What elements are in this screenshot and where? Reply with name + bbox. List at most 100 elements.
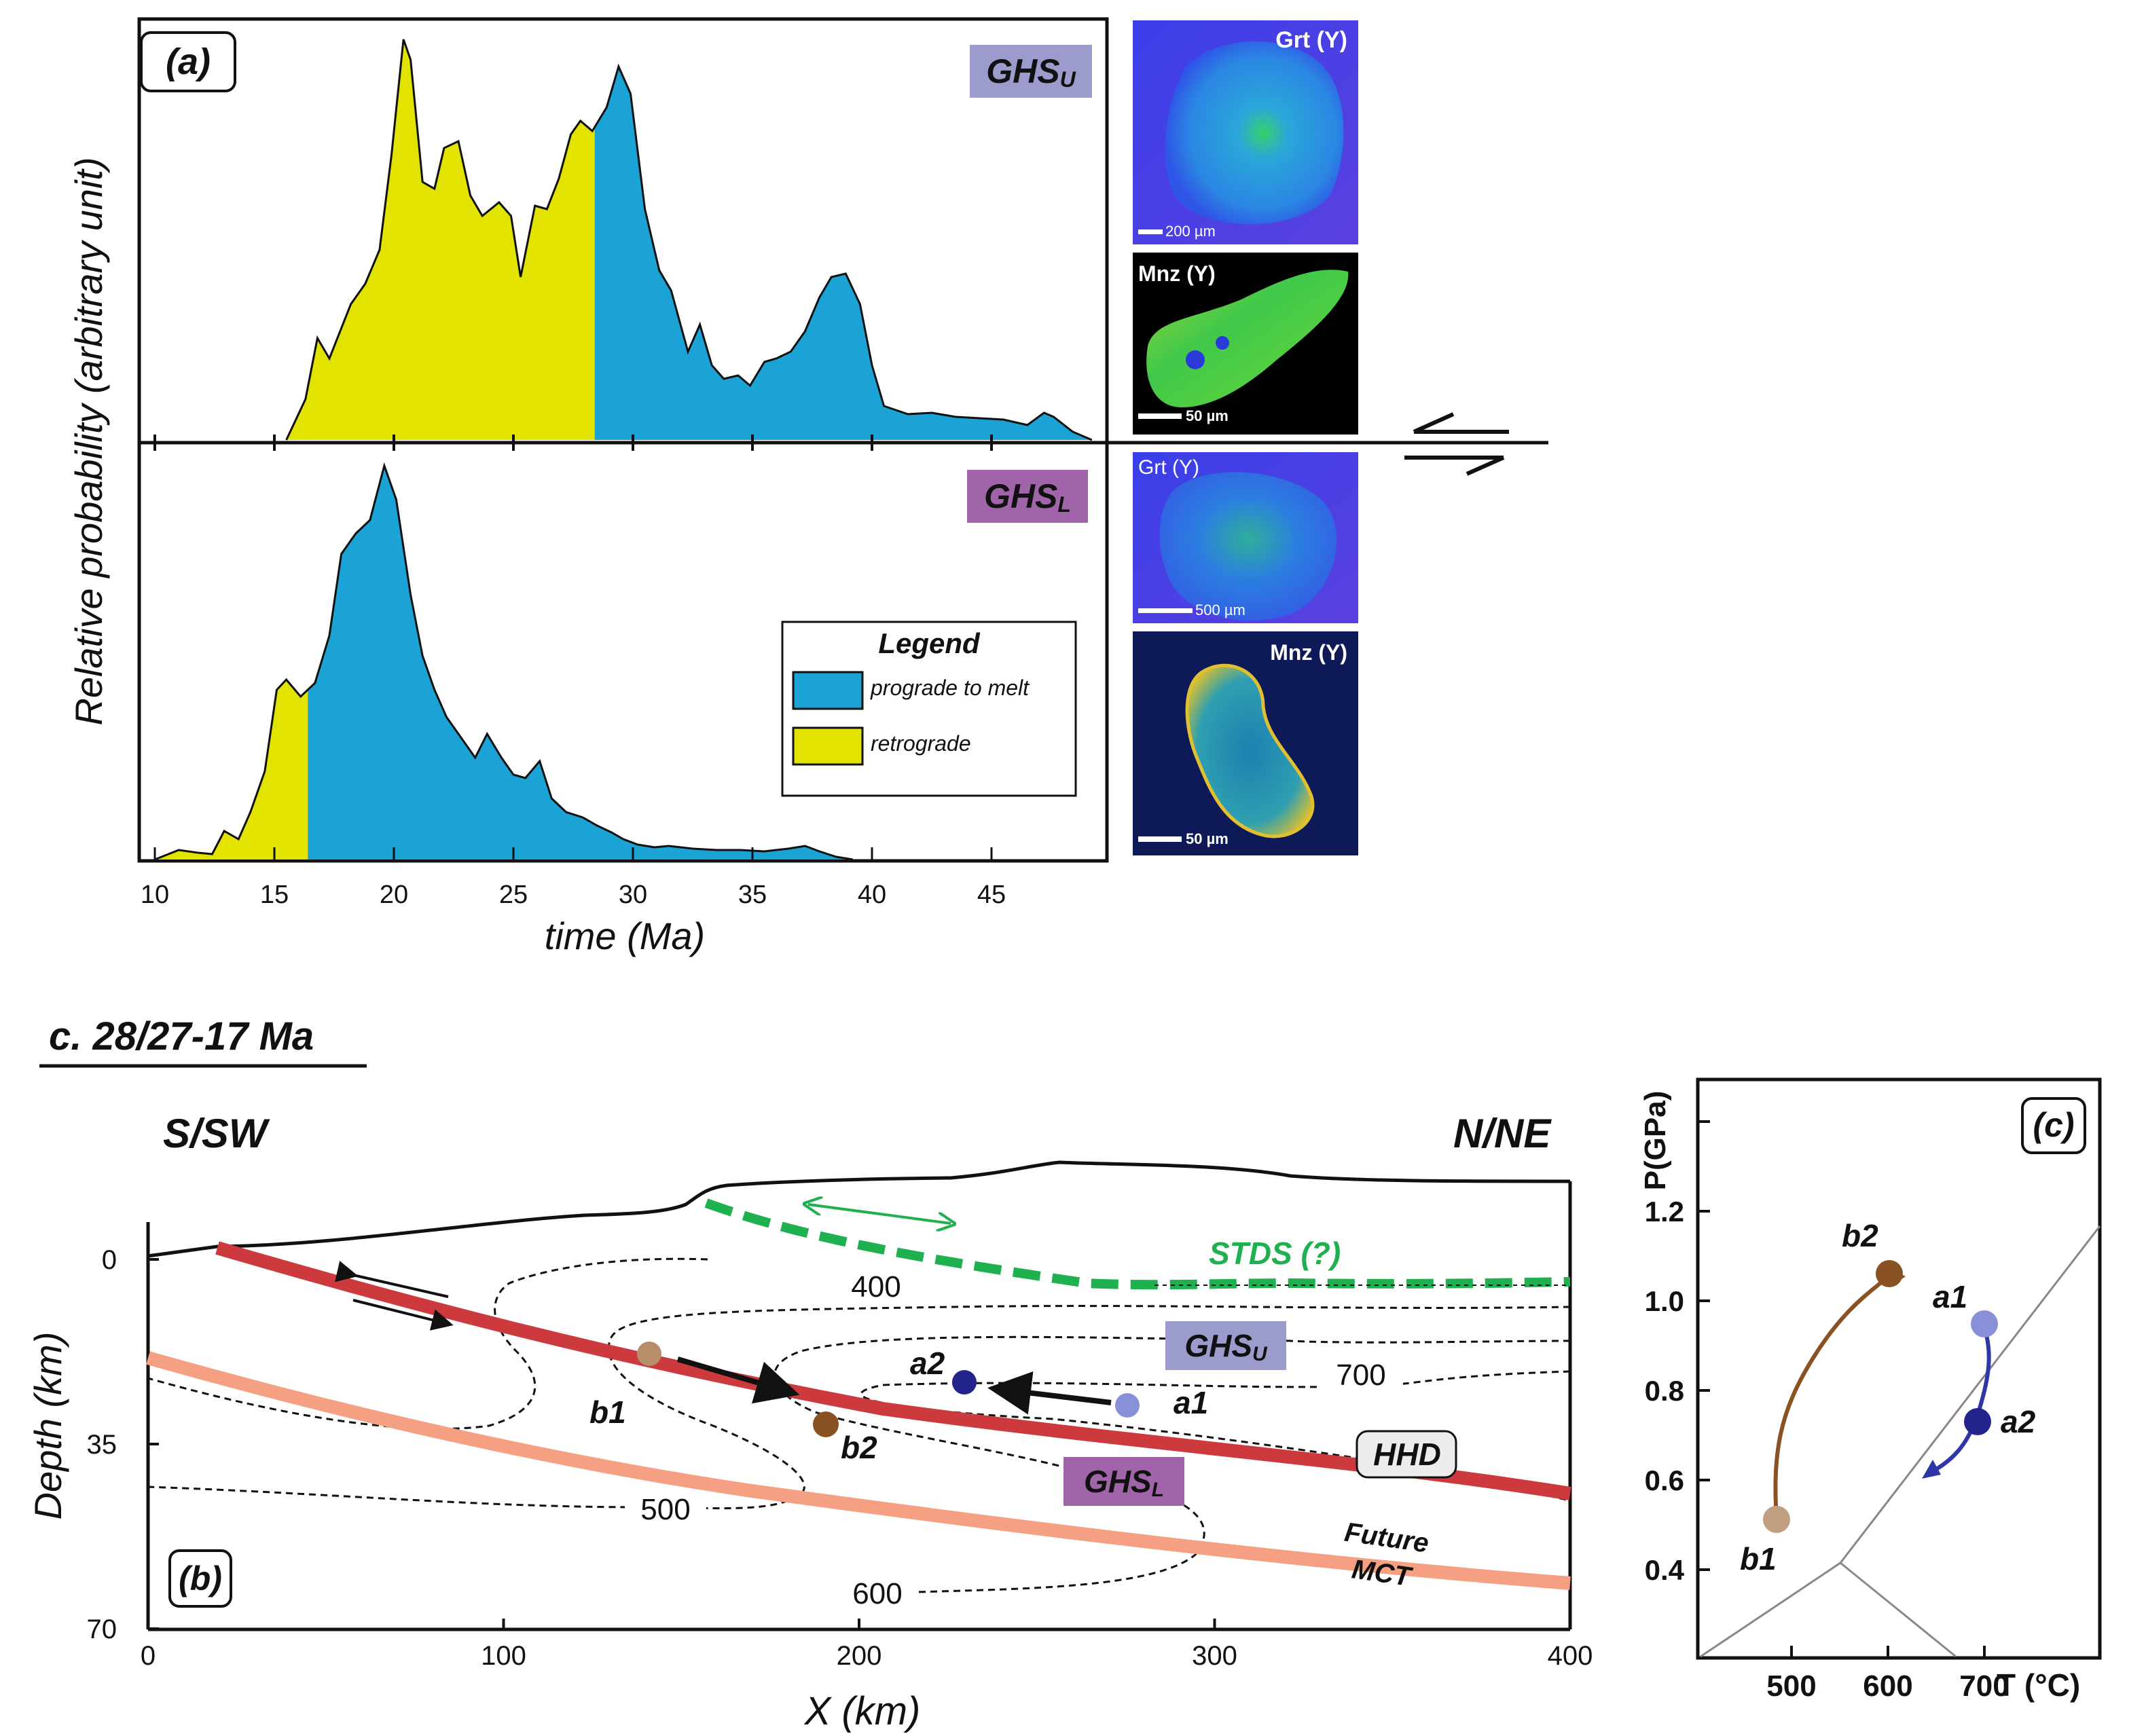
panel-b-tag: (b) — [179, 1559, 222, 1598]
scale-bar — [1138, 413, 1182, 419]
garnet-grain — [1159, 472, 1337, 621]
y-tick-label: 35 — [87, 1430, 117, 1460]
ghsu-badge-box — [970, 45, 1092, 98]
x-tick-label: 20 — [380, 881, 408, 909]
ghsu-badge-text: GHSU — [1184, 1328, 1268, 1365]
pt-label-b1: b1 — [1740, 1541, 1777, 1576]
panel-b-tag-box — [168, 1549, 232, 1608]
pt-y-tick-label: 0.6 — [1645, 1464, 1684, 1496]
phase-boundary-ky-sil — [1839, 1225, 2101, 1564]
ghsl-badge-text: GHSL — [984, 477, 1071, 517]
scale-label: 200 µm — [1165, 223, 1216, 240]
ghsu-badge-upper: GHSU — [970, 45, 1092, 98]
panel-c: 500 600 700 0.4 0.6 0.8 1.0 1.2 b1 b2 a1 a2 (c)… — [1639, 1077, 2102, 1703]
legend-title: Legend — [878, 627, 981, 659]
point-b2 — [813, 1411, 839, 1437]
panel-b-y-axis-label: Depth (km) — [26, 1332, 69, 1520]
hhd-label-box — [1356, 1430, 1457, 1479]
x-tick-label: 30 — [619, 881, 647, 909]
phase-boundary-ky-and — [1700, 1562, 1841, 1658]
pt-point-a2 — [1964, 1408, 1991, 1435]
a1-to-a2-arrow — [987, 1371, 1112, 1415]
panel-c-ticks: 500 600 700 0.4 0.6 0.8 1.0 1.2 — [1645, 1120, 2009, 1703]
panel-a: 10 15 20 25 30 35 40 45 (a) GHSU GHSL Legend pr… — [67, 17, 1548, 957]
panel-c-frame — [1696, 1077, 2102, 1660]
a-path-arrowhead — [1922, 1460, 1941, 1479]
mct-label-line1: Future — [1343, 1517, 1430, 1559]
label-b1: b1 — [589, 1395, 626, 1430]
element-map-grt-upper: Grt (Y) 200 µm — [1133, 20, 1358, 244]
pt-label-a1: a1 — [1933, 1279, 1967, 1314]
pt-point-b1 — [1763, 1506, 1790, 1533]
isotherm-600-label-bg — [837, 1574, 918, 1612]
upper-distribution — [285, 39, 1093, 441]
x-tick-label: 200 — [837, 1641, 882, 1671]
stds-label: STDS (?) — [1209, 1236, 1341, 1271]
map-label: Grt (Y) — [1275, 27, 1347, 53]
pt-label-b2: b2 — [1842, 1218, 1878, 1253]
panel-a-x-ticks: 10 15 20 25 30 35 40 45 — [141, 435, 1006, 909]
x-tick-label: 25 — [499, 881, 528, 909]
element-map-mnz-lower: Mnz (Y) 50 µm — [1133, 631, 1358, 855]
ghsl-retrograde-area — [155, 466, 308, 860]
map-label: Grt (Y) — [1138, 456, 1199, 479]
isotherm-600-label: 600 — [852, 1577, 902, 1610]
garnet-grain — [1165, 41, 1344, 225]
isotherm-600-line — [774, 1335, 1571, 1593]
x-tick-label: 0 — [141, 1641, 156, 1671]
x-tick-label: 40 — [858, 881, 886, 909]
isotherm-500-label-bg — [625, 1488, 706, 1528]
scale-bar — [1138, 229, 1163, 234]
panel-a-tag-box — [140, 31, 236, 92]
x-tick-label: 45 — [977, 881, 1006, 909]
panel-c-x-axis-label: T (°C) — [1997, 1667, 2080, 1703]
scale-label: 500 µm — [1195, 602, 1245, 618]
panel-c-y-axis-label: P(GPa) — [1639, 1091, 1672, 1191]
shear-sense-arrows — [1404, 412, 1509, 476]
b1-to-b2-arrow — [676, 1356, 800, 1404]
ghsl-badge-lower: GHSL — [967, 470, 1088, 523]
direction-left: S/SW — [163, 1111, 270, 1156]
isotherm-500-line — [147, 1305, 1571, 1510]
element-map-mnz-upper: Mnz (Y) 50 µm — [1133, 253, 1358, 435]
panel-a-tag: (a) — [166, 41, 211, 82]
label-a2: a2 — [910, 1346, 945, 1381]
panel-b-x-axis-label: X (km) — [803, 1689, 921, 1733]
pt-x-tick-label: 600 — [1863, 1669, 1912, 1703]
monazite-grain — [1185, 663, 1315, 838]
panel-c-tag: (c) — [2033, 1106, 2074, 1144]
x-tick-label: 400 — [1548, 1641, 1593, 1671]
panel-a-frame — [137, 17, 1109, 863]
legend: Legend prograde to melt retrograde — [781, 621, 1077, 797]
legend-label-prograde: prograde to melt — [870, 676, 1030, 700]
pt-point-b2 — [1876, 1260, 1903, 1287]
isotherm-400-label: 400 — [851, 1270, 901, 1304]
shear-arrow-bottom-head — [1466, 456, 1505, 476]
pt-x-tick-label: 700 — [1959, 1669, 2009, 1703]
grain-spot — [1186, 350, 1205, 369]
y-tick-label: 0 — [102, 1245, 117, 1275]
x-tick-label: 100 — [481, 1641, 526, 1671]
panel-b: c. 28/27-17 Ma S/SW N/NE 0 100 200 300 400 0 3… — [26, 1014, 1593, 1733]
x-tick-label: 35 — [738, 881, 767, 909]
phase-boundary-and-sil — [1840, 1562, 1957, 1658]
pt-y-tick-label: 1.2 — [1645, 1196, 1684, 1227]
panel-b-ticks: 0 100 200 300 400 0 35 70 — [87, 1245, 1593, 1671]
hhd-shear-arrow-upper — [335, 1261, 449, 1298]
point-a2 — [952, 1370, 977, 1395]
label-b2: b2 — [841, 1430, 877, 1465]
future-mct — [146, 1351, 1571, 1590]
phase-boundaries — [1700, 1225, 2101, 1658]
scale-label: 50 µm — [1186, 407, 1229, 424]
b1-b2-pt-path — [1773, 1269, 1897, 1520]
x-tick-label: 300 — [1192, 1641, 1237, 1671]
point-a1 — [1115, 1393, 1140, 1418]
ghsl-badge-text: GHSL — [1084, 1464, 1164, 1501]
y-tick-label: 70 — [87, 1614, 117, 1644]
pt-y-tick-label: 1.0 — [1645, 1285, 1684, 1317]
ghsu-outline — [285, 39, 1093, 441]
grain-spot — [1216, 336, 1229, 350]
isotherm-700-label: 700 — [1336, 1359, 1385, 1392]
pt-point-a1 — [1971, 1310, 1998, 1337]
